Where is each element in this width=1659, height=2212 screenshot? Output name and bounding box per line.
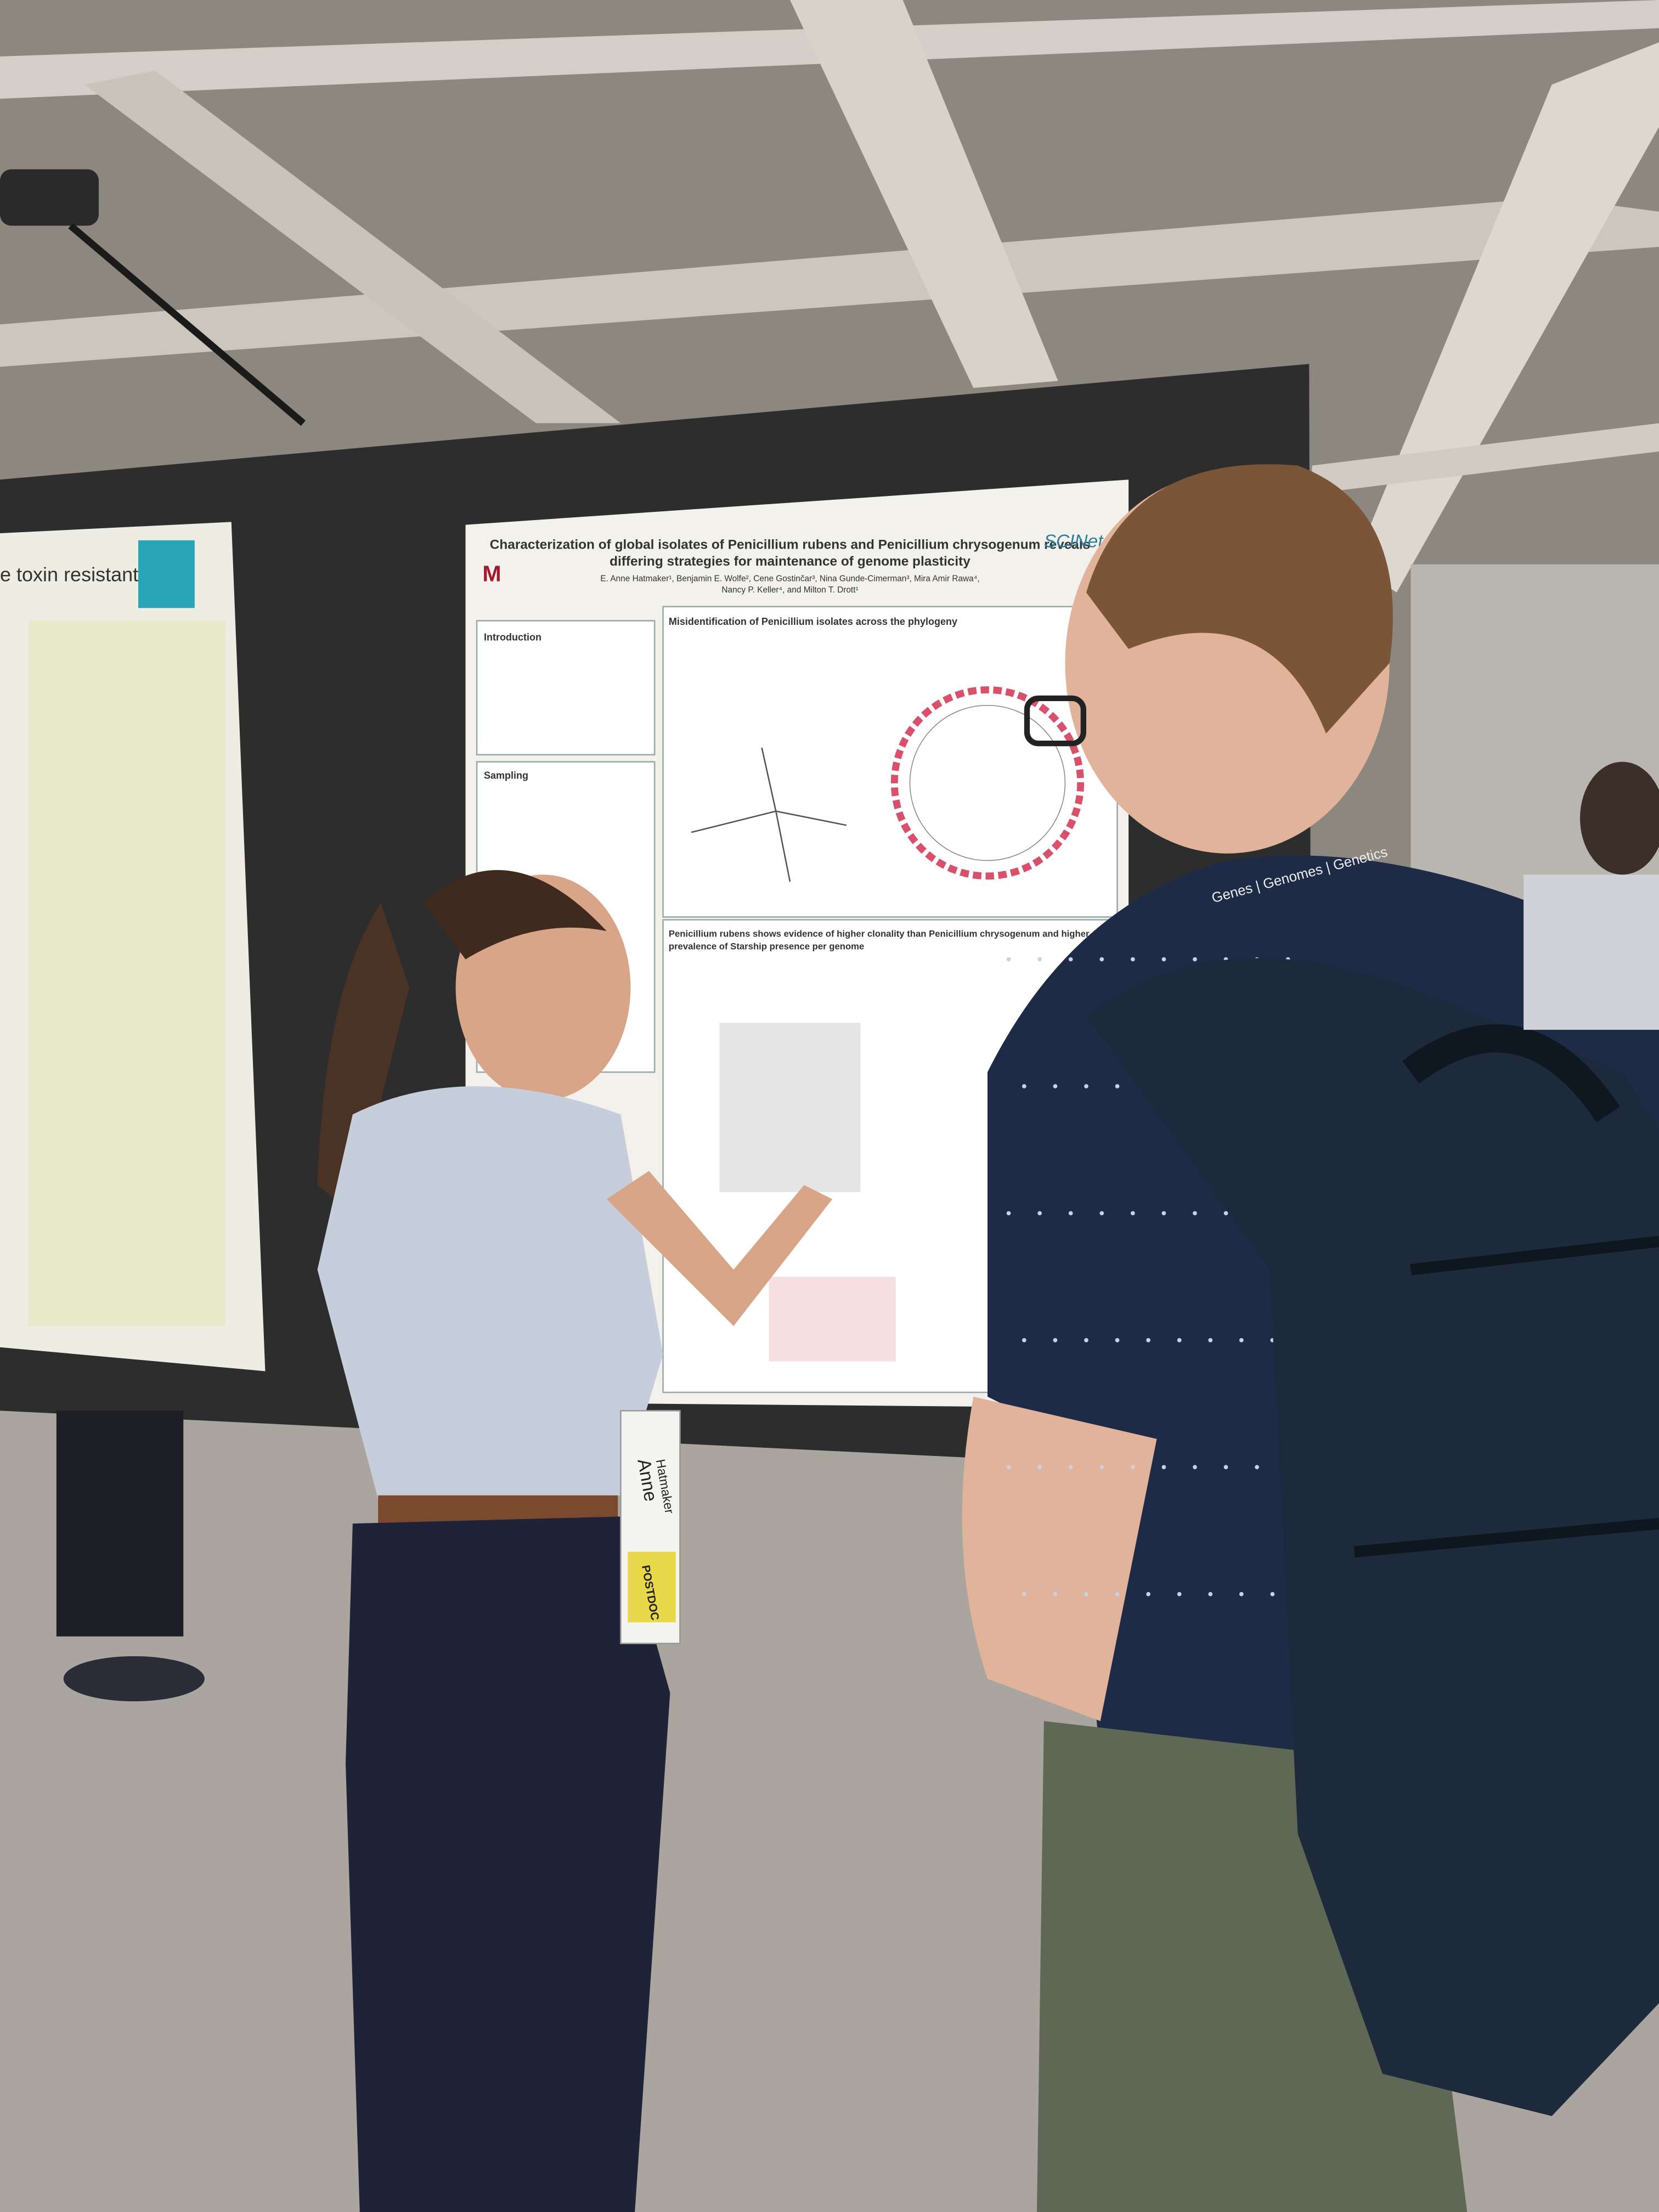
person-legs: [56, 1410, 184, 1637]
shirt: [317, 1086, 663, 1510]
shirt-dot: [1022, 1338, 1026, 1342]
shirt-dot: [1131, 957, 1135, 962]
shirt-dot: [1006, 1465, 1011, 1470]
shirt-dot: [1084, 1084, 1088, 1088]
shirt-dot: [1270, 1592, 1275, 1596]
shirt-dot: [1037, 1211, 1042, 1216]
phylogeny: [909, 704, 1066, 861]
shirt-dot: [1115, 1084, 1120, 1088]
shirt-dot: [1068, 957, 1073, 962]
shirt-dot: [1099, 957, 1104, 962]
shirt-dot: [1053, 1084, 1058, 1088]
shirt-dot: [1006, 957, 1011, 962]
shirt-dot: [1193, 1211, 1197, 1216]
shirt-dot: [1053, 1338, 1058, 1342]
glasses: [1024, 695, 1087, 747]
university-logo: M: [482, 561, 501, 586]
logo-mark: [138, 540, 195, 608]
beam: [790, 0, 1058, 388]
backpack-handle: [1402, 1024, 1620, 1122]
section-heading: Introduction: [484, 631, 541, 642]
shirt-dot: [1131, 1211, 1135, 1216]
hands: [606, 1171, 833, 1327]
shirt-dot: [1193, 1465, 1197, 1470]
shirt-dot: [1177, 1592, 1182, 1596]
figure: [719, 1023, 861, 1192]
person-head: [1580, 761, 1659, 875]
phylogeny-ring: [890, 686, 1085, 880]
shirt-dot: [1084, 1592, 1088, 1596]
poster-panel: [28, 620, 226, 1327]
zipper: [1353, 1235, 1659, 1558]
shirt-dot: [1146, 1592, 1150, 1596]
tree: [691, 747, 847, 882]
trousers: [346, 1516, 670, 2212]
hair: [317, 902, 409, 1214]
poster-title: differing strategies for maintenance of …: [610, 554, 970, 569]
hair: [423, 870, 607, 960]
poster-authors: E. Anne Hatmaker¹, Benjamin E. Wolfe², C…: [600, 574, 979, 583]
shirt-dot: [1068, 1465, 1073, 1470]
hair: [1086, 464, 1393, 734]
backpack: [1086, 958, 1659, 2117]
poster-logo: SCINet: [1044, 532, 1104, 552]
shirt-dot: [1146, 1338, 1150, 1342]
shirt-dot: [1255, 1465, 1259, 1470]
shirt-dot: [1223, 1465, 1228, 1470]
shirt-dot: [1161, 1211, 1166, 1216]
shirt-dot: [1006, 1211, 1011, 1216]
section-heading: Sampling: [484, 770, 528, 781]
shirt-dot: [1131, 1465, 1135, 1470]
shirt-dot: [1099, 1465, 1104, 1470]
lamp-arm: [68, 223, 306, 426]
shirt-dot: [1084, 1338, 1088, 1342]
section-heading: prevalence of Starship presence per geno…: [669, 941, 864, 952]
shirt-dot: [1022, 1084, 1026, 1088]
section-heading: Misidentification of Penicillium isolate…: [669, 616, 957, 627]
shirt-dot: [1161, 957, 1166, 962]
shirt-dot: [1239, 1592, 1244, 1596]
shirt-dot: [1161, 1465, 1166, 1470]
shirt-dot: [1037, 957, 1042, 962]
shoe: [63, 1656, 205, 1702]
shirt-dot: [1068, 1211, 1073, 1216]
shirt-dot: [1193, 957, 1197, 962]
shirt-dot: [1037, 1465, 1042, 1470]
shirt-dot: [1208, 1592, 1213, 1596]
figure: [769, 1277, 896, 1362]
shirt-dot: [1099, 1211, 1104, 1216]
shirt-dot: [1223, 1211, 1228, 1216]
poster-authors: Nancy P. Keller⁴, and Milton T. Drott¹: [721, 585, 858, 595]
badge-stripe: [628, 1551, 676, 1623]
section-heading: Penicillium rubens shows evidence of hig…: [669, 928, 1090, 939]
shirt-dot: [1115, 1592, 1120, 1596]
panel: [662, 606, 1118, 918]
beam: [84, 70, 621, 424]
arm: [962, 1396, 1157, 1722]
shirt-dot: [1177, 1338, 1182, 1342]
shirt-dot: [1022, 1592, 1026, 1596]
left-poster-title: e toxin resistant: [0, 563, 138, 585]
shirt-dot: [1115, 1338, 1120, 1342]
poster-title: Characterization of global isolates of P…: [490, 537, 1091, 552]
lamp: [0, 169, 99, 226]
shirt-dot: [1239, 1338, 1244, 1342]
beam: [1312, 423, 1659, 494]
person: [1523, 874, 1659, 1030]
panel: [476, 620, 656, 755]
shirt-dot: [1053, 1592, 1058, 1596]
shirt-dot: [1208, 1338, 1213, 1342]
